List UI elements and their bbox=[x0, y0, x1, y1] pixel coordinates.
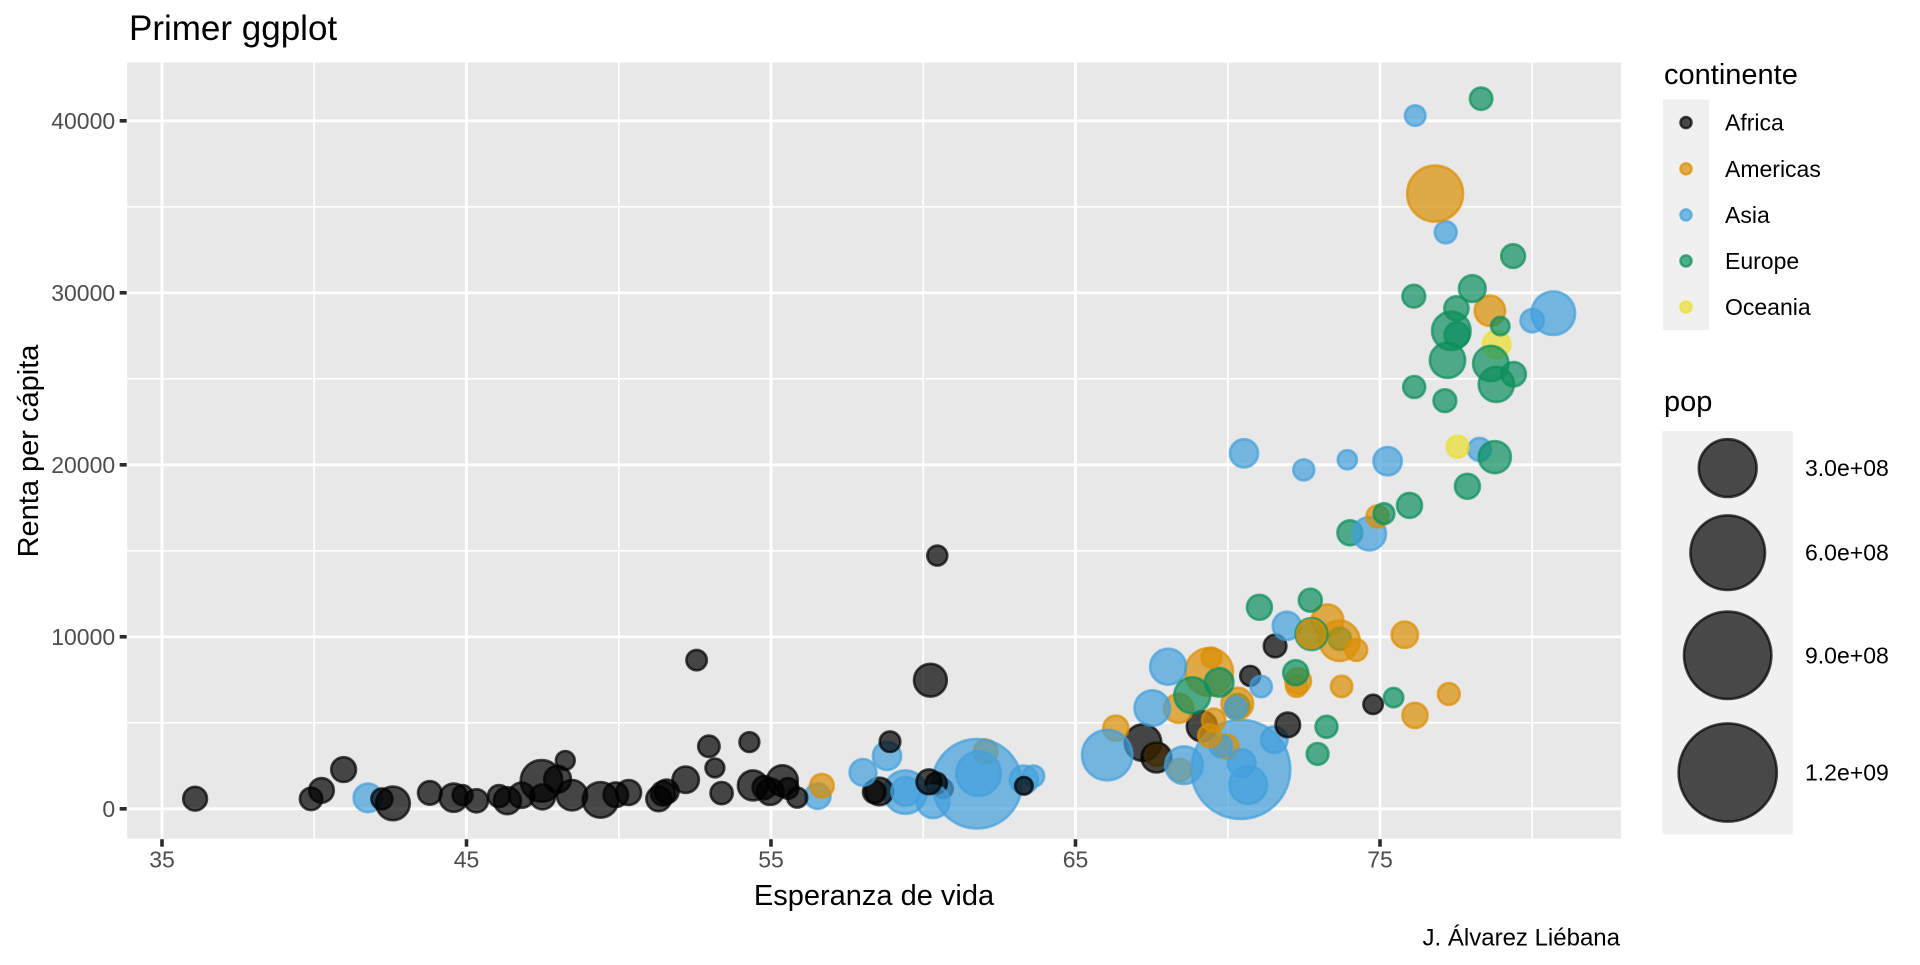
svg-text:J. Álvarez Liébana: J. Álvarez Liébana bbox=[1423, 925, 1621, 952]
svg-text:55: 55 bbox=[758, 847, 784, 873]
svg-text:Asia: Asia bbox=[1725, 202, 1770, 228]
svg-text:30000: 30000 bbox=[51, 280, 115, 306]
svg-text:0: 0 bbox=[102, 796, 115, 822]
svg-text:75: 75 bbox=[1367, 847, 1393, 873]
svg-text:Americas: Americas bbox=[1725, 156, 1821, 182]
svg-text:9.0e+08: 9.0e+08 bbox=[1805, 642, 1889, 668]
svg-text:Oceania: Oceania bbox=[1725, 294, 1811, 320]
svg-text:1.2e+09: 1.2e+09 bbox=[1805, 760, 1889, 786]
svg-text:20000: 20000 bbox=[51, 452, 115, 478]
svg-text:Africa: Africa bbox=[1725, 110, 1784, 136]
svg-text:40000: 40000 bbox=[51, 108, 115, 134]
svg-text:Esperanza de vida: Esperanza de vida bbox=[754, 880, 995, 912]
svg-text:3.0e+08: 3.0e+08 bbox=[1805, 455, 1889, 481]
svg-text:Renta per cápita: Renta per cápita bbox=[13, 344, 45, 558]
svg-text:pop: pop bbox=[1664, 386, 1712, 418]
svg-text:Primer ggplot: Primer ggplot bbox=[129, 9, 337, 48]
svg-text:6.0e+08: 6.0e+08 bbox=[1805, 540, 1889, 566]
svg-text:65: 65 bbox=[1063, 847, 1089, 873]
svg-text:35: 35 bbox=[149, 847, 175, 873]
svg-text:10000: 10000 bbox=[51, 624, 115, 650]
svg-text:45: 45 bbox=[454, 847, 480, 873]
svg-text:Europe: Europe bbox=[1725, 248, 1799, 274]
svg-text:continente: continente bbox=[1664, 59, 1798, 91]
